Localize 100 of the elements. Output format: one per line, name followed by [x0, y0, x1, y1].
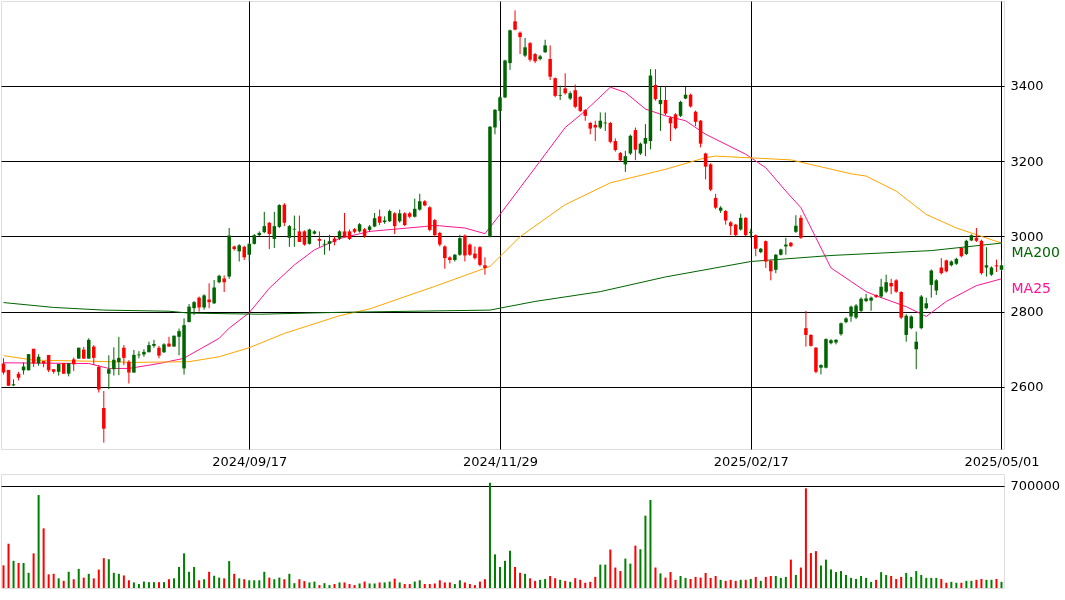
- bar: [699, 577, 702, 588]
- bar: [263, 571, 266, 588]
- candlestick: [543, 39, 547, 54]
- bar: [995, 578, 998, 588]
- bar: [900, 576, 903, 588]
- bar: [448, 582, 451, 588]
- bar: [910, 576, 913, 588]
- bar: [203, 579, 206, 588]
- bar: [594, 576, 597, 588]
- bar: [37, 495, 40, 588]
- bar: [408, 584, 411, 588]
- bar: [714, 576, 717, 588]
- bar: [428, 584, 431, 588]
- bar: [82, 577, 85, 588]
- bar: [248, 580, 251, 588]
- bar: [940, 578, 943, 588]
- bar: [679, 576, 682, 588]
- candlestick: [292, 215, 297, 248]
- bar: [52, 573, 55, 588]
- bar: [965, 580, 968, 588]
- candlestick: [167, 336, 171, 348]
- x-tick-label: 2024/11/29: [463, 453, 538, 469]
- bar: [418, 580, 421, 588]
- bar: [343, 582, 346, 588]
- candlestick: [97, 364, 101, 394]
- bar: [433, 583, 436, 588]
- candlestick: [458, 234, 462, 257]
- bar: [669, 572, 672, 588]
- bar: [193, 566, 196, 588]
- bar: [774, 576, 777, 588]
- y-tick-label: 700000: [1010, 478, 1061, 494]
- bar: [413, 581, 416, 588]
- bar: [77, 568, 80, 588]
- bar: [504, 560, 507, 588]
- bar: [107, 559, 110, 588]
- bar: [162, 582, 165, 588]
- bar: [97, 569, 100, 588]
- bar: [373, 583, 376, 588]
- bar: [27, 572, 30, 588]
- y-tick-label: 3000: [1010, 228, 1044, 244]
- bar: [443, 582, 446, 588]
- candlestick: [212, 279, 216, 305]
- candlestick: [799, 214, 803, 240]
- x-tick-label: 2024/09/17: [212, 453, 288, 469]
- candlestick: [553, 76, 557, 98]
- bar: [157, 582, 160, 588]
- bar: [473, 585, 476, 588]
- bar: [178, 566, 181, 588]
- bar: [458, 580, 461, 588]
- bar: [12, 560, 15, 588]
- bar: [829, 569, 832, 588]
- bar: [519, 572, 522, 588]
- bar: [955, 582, 958, 588]
- bar: [744, 579, 747, 588]
- bar: [323, 583, 326, 588]
- bar: [624, 558, 627, 588]
- bar: [147, 582, 150, 588]
- bar: [644, 515, 647, 588]
- bar: [2, 565, 5, 588]
- bar: [890, 576, 893, 588]
- bar: [122, 575, 125, 588]
- bar: [950, 581, 953, 588]
- bar: [363, 581, 366, 588]
- bar: [895, 578, 898, 588]
- bar: [589, 581, 592, 588]
- y-tick-label: 3400: [1010, 78, 1044, 94]
- bar: [72, 579, 75, 588]
- bar: [233, 573, 236, 588]
- bar: [850, 577, 853, 588]
- bar: [604, 564, 607, 588]
- candlestick: [518, 30, 522, 55]
- bar: [368, 583, 371, 588]
- candlestick: [247, 242, 251, 263]
- bar: [173, 578, 176, 588]
- bar: [268, 577, 271, 588]
- bar: [860, 576, 863, 588]
- candlestick: [563, 72, 567, 96]
- candlestick: [643, 123, 648, 157]
- candlestick: [874, 293, 878, 299]
- bar: [57, 578, 60, 588]
- bar: [112, 572, 115, 588]
- candlestick: [107, 354, 111, 390]
- candlestick: [794, 214, 798, 234]
- bar: [478, 581, 481, 588]
- bar: [308, 582, 311, 588]
- bar: [213, 575, 216, 588]
- candlestick: [774, 253, 778, 274]
- bar: [358, 583, 361, 588]
- bar: [468, 584, 471, 588]
- bar: [584, 582, 587, 588]
- bar: [544, 578, 547, 588]
- bar: [674, 579, 677, 588]
- bar: [403, 584, 406, 588]
- bar: [759, 580, 762, 588]
- bar: [865, 577, 868, 588]
- bar: [524, 573, 527, 588]
- bar: [704, 572, 707, 588]
- bar: [318, 585, 321, 588]
- series-label: MA25: [1011, 279, 1051, 296]
- bar: [488, 482, 491, 588]
